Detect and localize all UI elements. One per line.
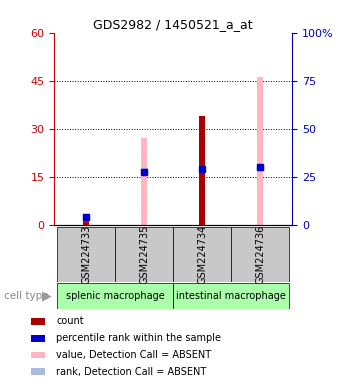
Bar (31, 368, 46, 375)
Bar (31, 335, 46, 341)
Bar (57, 227, 115, 282)
Text: count: count (56, 316, 84, 326)
Text: cell type: cell type (4, 291, 48, 301)
Bar (199, 116, 205, 225)
Bar (115, 227, 173, 282)
Bar (83, 222, 89, 225)
Bar (83, 218, 89, 225)
Title: GDS2982 / 1450521_a_at: GDS2982 / 1450521_a_at (93, 18, 253, 31)
Text: GSM224735: GSM224735 (139, 225, 149, 284)
Bar (173, 227, 231, 282)
Bar (31, 352, 46, 358)
Text: rank, Detection Call = ABSENT: rank, Detection Call = ABSENT (56, 367, 206, 377)
Text: intestinal macrophage: intestinal macrophage (176, 291, 286, 301)
Text: GSM224734: GSM224734 (197, 225, 207, 284)
Bar (57, 283, 173, 309)
Bar (257, 78, 263, 225)
Text: value, Detection Call = ABSENT: value, Detection Call = ABSENT (56, 350, 211, 360)
Text: GSM224733: GSM224733 (81, 225, 91, 284)
Text: ▶: ▶ (42, 290, 52, 303)
Bar (31, 318, 46, 325)
Bar (231, 227, 289, 282)
Text: splenic macrophage: splenic macrophage (66, 291, 164, 301)
Text: percentile rank within the sample: percentile rank within the sample (56, 333, 221, 343)
Bar (173, 283, 289, 309)
Text: GSM224736: GSM224736 (255, 225, 265, 284)
Bar (141, 138, 147, 225)
